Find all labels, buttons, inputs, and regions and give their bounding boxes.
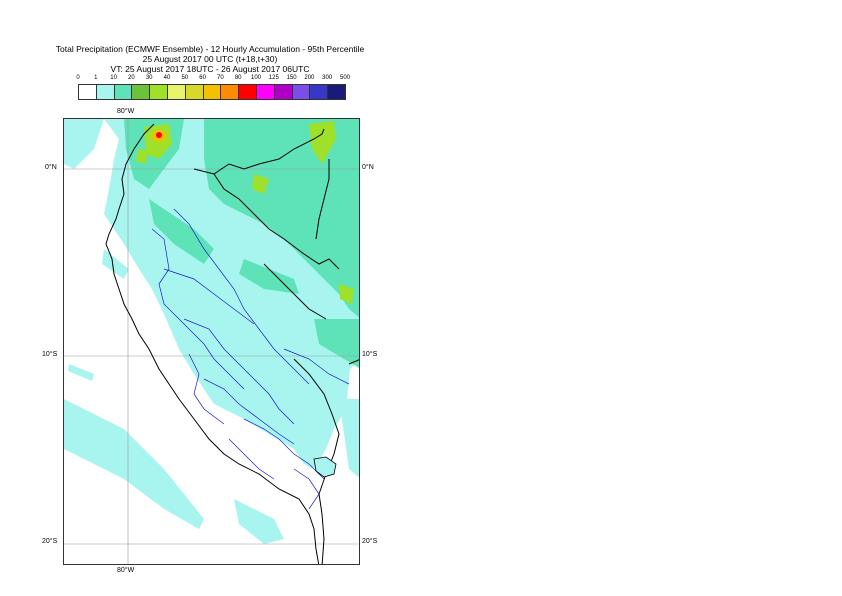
legend-label: 30	[145, 75, 153, 81]
legend-swatch	[184, 84, 204, 100]
legend-swatch	[291, 84, 311, 100]
legend-label: 60	[199, 75, 206, 81]
country-borders	[105, 123, 359, 564]
lat-label-10s-left: 10°S	[42, 351, 58, 358]
legend-label: 10	[110, 75, 117, 81]
legend-swatch	[95, 84, 115, 100]
legend-swatch	[167, 84, 186, 100]
lake-titicaca	[313, 456, 337, 478]
map-title: Total Precipitation (ECMWF Ensemble) - 1…	[55, 44, 365, 54]
legend-label: 125	[268, 75, 279, 81]
graticule	[64, 119, 359, 564]
admin-borders	[151, 208, 350, 510]
map-canvas	[64, 119, 359, 564]
legend-label: 500	[339, 75, 351, 81]
legend-swatch	[256, 84, 275, 100]
lat-label-10s-right: 10°S	[362, 351, 378, 358]
lat-label-0n-right: 0°N	[362, 164, 374, 171]
legend-label: 300	[322, 75, 333, 81]
legend-swatch	[78, 84, 97, 100]
legend-label: 200	[304, 75, 315, 81]
legend-swatch	[309, 84, 329, 100]
intense-rain-cell	[152, 130, 166, 142]
legend-swatch	[149, 84, 168, 100]
legend-label: 150	[286, 75, 297, 81]
legend-label: 100	[250, 75, 262, 81]
legend-label: 1	[94, 75, 98, 81]
legend-label: 70	[217, 75, 224, 81]
legend-swatch	[273, 84, 293, 100]
legend-label: 50	[181, 75, 189, 81]
legend-swatch	[220, 84, 240, 100]
precipitation-map	[63, 118, 360, 565]
lon-label-bottom: 80°W	[117, 567, 135, 574]
legend-swatch	[327, 84, 346, 100]
lat-label-0n-left: 0°N	[45, 164, 57, 171]
legend-swatch	[238, 84, 257, 100]
legend-label: 0	[76, 75, 80, 81]
lon-label-top: 80°W	[117, 108, 135, 115]
lat-label-20s-right: 20°S	[362, 538, 378, 545]
legend-swatch	[131, 84, 151, 100]
map-valid-time: VT: 25 August 2017 18UTC - 26 August 201…	[110, 64, 310, 74]
legend-label: 20	[128, 75, 135, 81]
lat-label-20s-left: 20°S	[42, 538, 58, 545]
legend-label: 80	[234, 75, 242, 81]
map-run-time: 25 August 2017 00 UTC (t+18,t+30)	[142, 54, 278, 64]
legend-swatch	[113, 84, 133, 100]
legend-label: 40	[163, 75, 171, 81]
legend-swatch	[202, 84, 222, 100]
